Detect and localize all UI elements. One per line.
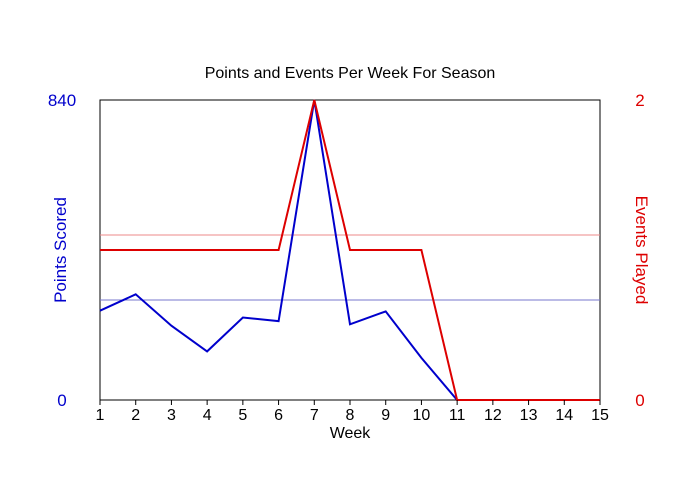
x-tick-label: 14 <box>555 407 573 424</box>
y-left-tick-label: 840 <box>48 91 76 110</box>
x-tick-label: 6 <box>274 407 283 424</box>
series-lines <box>99 99 600 401</box>
x-tick-label: 7 <box>310 407 319 424</box>
x-tick-label: 5 <box>238 407 247 424</box>
y-right-tick-label: 2 <box>635 91 644 110</box>
y-axis-left-label: Points Scored <box>51 197 70 303</box>
x-tick-label: 11 <box>449 407 466 424</box>
y-right-tick-label: 0 <box>635 391 644 410</box>
x-tick-label: 12 <box>484 407 502 424</box>
x-axis-label: Week <box>330 425 372 442</box>
x-tick-label: 1 <box>96 407 105 424</box>
x-tick-label: 3 <box>167 407 176 424</box>
x-tick-label: 13 <box>520 407 538 424</box>
reference-lines <box>100 234 600 301</box>
chart-title: Points and Events Per Week For Season <box>205 65 496 82</box>
x-tick-label: 8 <box>346 407 355 424</box>
y-left-tick-label: 0 <box>57 391 66 410</box>
series-line-right <box>100 99 600 401</box>
x-axis-ticks: 1 2 3 4 5 6 7 8 9 10 11 12 13 14 15 <box>96 400 609 424</box>
x-tick-label: 2 <box>131 407 140 424</box>
y-axis-right-label: Events Played <box>632 196 651 305</box>
x-tick-label: 10 <box>413 407 431 424</box>
x-tick-label: 9 <box>381 407 390 424</box>
y-axis-ticks: 0 840 0 2 <box>48 91 645 410</box>
x-tick-label: 15 <box>591 407 609 424</box>
x-tick-label: 4 <box>203 407 212 424</box>
